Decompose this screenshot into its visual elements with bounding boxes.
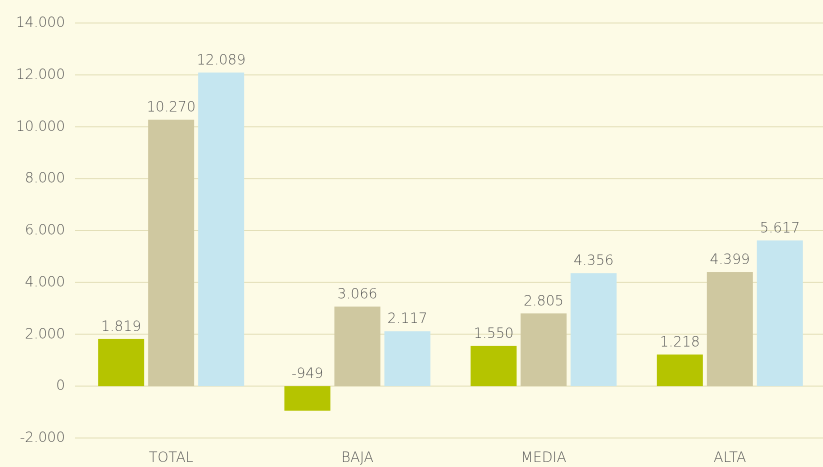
y-tick-label: 6.000 bbox=[25, 223, 65, 239]
bar bbox=[656, 354, 703, 387]
y-tick-label: 12.000 bbox=[16, 67, 65, 83]
bar bbox=[98, 338, 145, 387]
bar bbox=[384, 331, 431, 387]
value-label: 2.117 bbox=[387, 311, 427, 327]
value-label: 10.270 bbox=[147, 100, 196, 116]
x-tick-label: ALTA bbox=[714, 450, 747, 466]
x-tick-label: BAJA bbox=[341, 450, 374, 466]
x-tick-label: MEDIA bbox=[521, 450, 567, 466]
y-tick-label: -2.000 bbox=[20, 430, 65, 446]
y-tick-label: 2.000 bbox=[25, 326, 65, 342]
bar bbox=[520, 313, 567, 387]
value-label: -949 bbox=[291, 366, 323, 382]
value-label: 1.550 bbox=[474, 326, 514, 342]
bar bbox=[570, 273, 617, 387]
value-label: 4.399 bbox=[710, 252, 750, 268]
bar bbox=[148, 119, 195, 387]
bar bbox=[706, 272, 753, 387]
x-tick-label: TOTAL bbox=[149, 450, 194, 466]
bar bbox=[470, 345, 517, 387]
value-label: 5.617 bbox=[760, 220, 800, 236]
y-tick-label: 4.000 bbox=[25, 274, 65, 290]
value-label: 4.356 bbox=[574, 253, 614, 269]
y-tick-label: 0 bbox=[56, 378, 65, 394]
value-label: 3.066 bbox=[337, 287, 377, 303]
y-tick-label: 14.000 bbox=[16, 15, 65, 31]
bar bbox=[756, 240, 803, 387]
value-label: 1.819 bbox=[101, 319, 141, 335]
bar bbox=[334, 306, 381, 387]
value-label: 12.089 bbox=[197, 53, 246, 69]
bar bbox=[284, 386, 331, 411]
y-tick-label: 10.000 bbox=[16, 119, 65, 135]
value-label: 1.218 bbox=[660, 335, 700, 351]
y-tick-label: 8.000 bbox=[25, 171, 65, 187]
bar bbox=[198, 72, 245, 387]
value-label: 2.805 bbox=[524, 293, 564, 309]
